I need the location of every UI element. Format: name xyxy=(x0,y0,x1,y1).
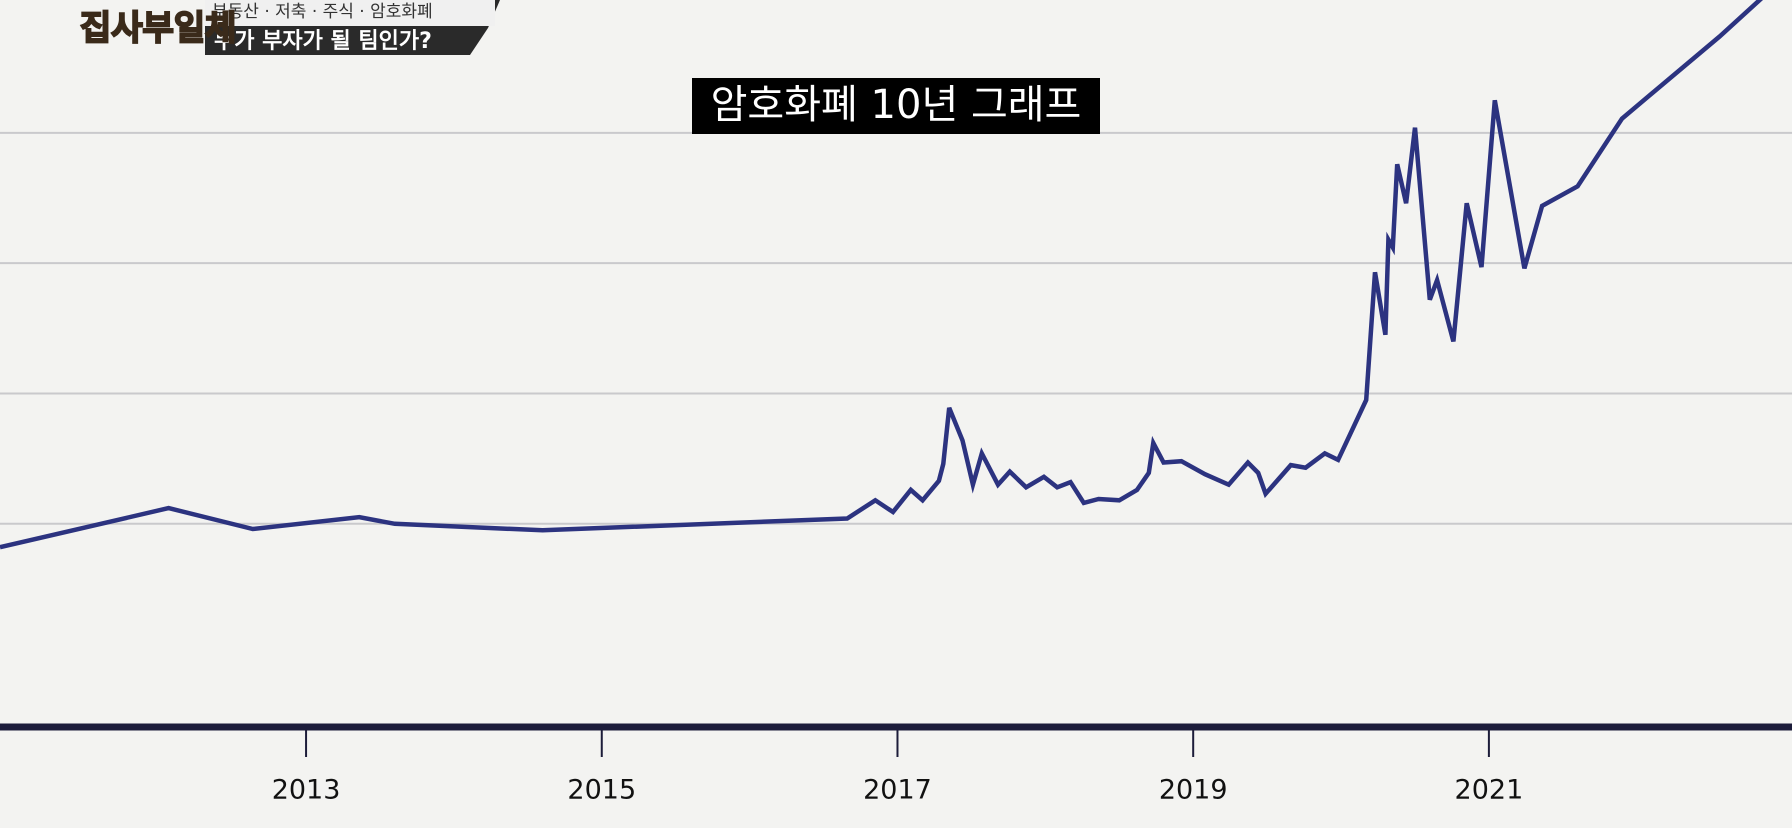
chart-title: 암호화폐 10년 그래프 xyxy=(711,82,1082,128)
x-tick-label: 2013 xyxy=(272,775,341,806)
badge-topics-bg xyxy=(205,0,495,26)
badge-headline: 누가 부자가 될 팀인가? xyxy=(214,29,432,54)
x-tick-label: 2015 xyxy=(567,775,636,806)
series-line xyxy=(0,0,1764,550)
x-tick-label: 2017 xyxy=(863,775,932,806)
title-box xyxy=(692,78,1100,134)
show-badge: 부동산 · 저축 · 주식 · 암호화폐 누가 부자가 될 팀인가? 집사부일체 xyxy=(79,0,500,55)
x-tick-label: 2019 xyxy=(1159,775,1228,806)
badge-topics: 부동산 · 저축 · 주식 · 암호화폐 xyxy=(212,2,433,22)
badge-logo: 집사부일체 xyxy=(80,9,236,49)
x-tick-label: 2021 xyxy=(1455,775,1524,806)
